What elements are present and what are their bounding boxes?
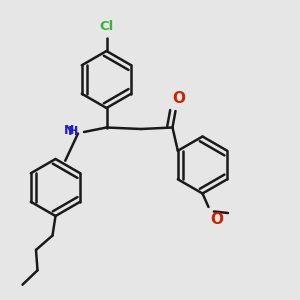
Text: Cl: Cl <box>99 20 114 33</box>
Text: N: N <box>64 124 74 137</box>
Text: O: O <box>172 91 185 106</box>
Text: H: H <box>68 125 79 138</box>
Text: O: O <box>210 212 223 226</box>
